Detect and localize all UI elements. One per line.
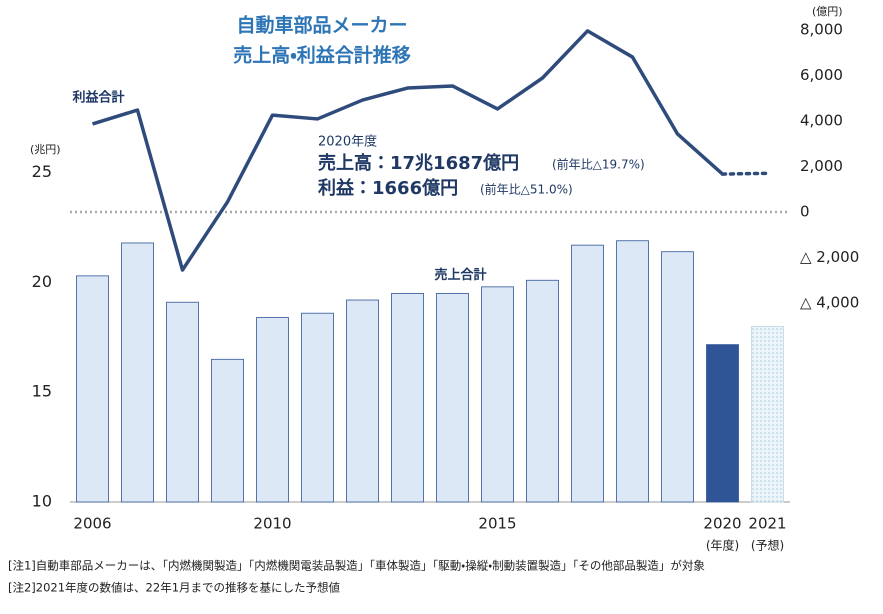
bar	[616, 240, 649, 503]
y2-tick-label: 4,000	[800, 111, 843, 129]
bar	[346, 299, 379, 503]
x-tick-label: 2006	[73, 515, 111, 533]
bar	[436, 293, 469, 503]
y-axis-unit: (兆円)	[30, 143, 61, 156]
note: [注2]2021年度の数値は、22年1月までの推移を基にした予想値	[8, 581, 341, 595]
note: [注1]自動車部品メーカーは、「内燃機関製造」「内燃機関電装品製造」「車体製造」…	[8, 559, 705, 573]
annotation-sales-change: (前年比△19.7%)	[552, 157, 645, 172]
bar	[121, 242, 154, 503]
line-forecast	[720, 171, 770, 176]
bar	[391, 293, 424, 503]
bar	[481, 286, 514, 503]
y-tick-label: 20	[32, 272, 52, 291]
bar	[301, 312, 334, 503]
y2-tick-label: 8,000	[800, 21, 843, 39]
x-tick-note: (予想)	[751, 538, 784, 553]
y-tick-label: 25	[32, 162, 52, 181]
y2-tick-label: △ 2,000	[800, 248, 859, 266]
x-tick-label: 2010	[253, 515, 291, 533]
annotation-profit-change: (前年比△51.0%)	[480, 182, 573, 197]
y2-tick-label: 2,000	[800, 157, 843, 175]
line-series	[91, 29, 724, 272]
series-label: 売上合計	[435, 267, 487, 283]
y-tick-label: 10	[32, 492, 52, 511]
annotation-profit: 利益：1666億円	[318, 177, 458, 199]
x-tick-label: 2021	[748, 515, 786, 533]
bar	[706, 344, 739, 503]
series-label: 利益合計	[73, 89, 125, 105]
bar	[751, 325, 784, 503]
y2-tick-label: 0	[800, 202, 810, 220]
bar	[661, 251, 694, 503]
bar	[526, 279, 559, 503]
bar	[166, 301, 199, 503]
y-tick-label: 15	[32, 382, 52, 401]
bar	[76, 275, 109, 503]
annotation-heading: 2020年度	[318, 134, 377, 150]
y2-axis-unit: (億円)	[812, 5, 843, 18]
bar	[256, 317, 289, 503]
x-tick-note: (年度)	[706, 539, 739, 553]
annotation-sales: 売上高：17兆1687億円	[318, 152, 519, 174]
y2-tick-label: △ 4,000	[800, 293, 859, 311]
chart-title: 売上高・利益合計推移	[233, 44, 410, 67]
chart-title: 自動車部品メーカー	[236, 14, 407, 37]
x-tick-label: 2015	[478, 515, 516, 533]
x-tick-label: 2020	[703, 515, 741, 533]
bar	[571, 244, 604, 503]
bar	[211, 358, 244, 503]
y2-tick-label: 6,000	[800, 66, 843, 84]
